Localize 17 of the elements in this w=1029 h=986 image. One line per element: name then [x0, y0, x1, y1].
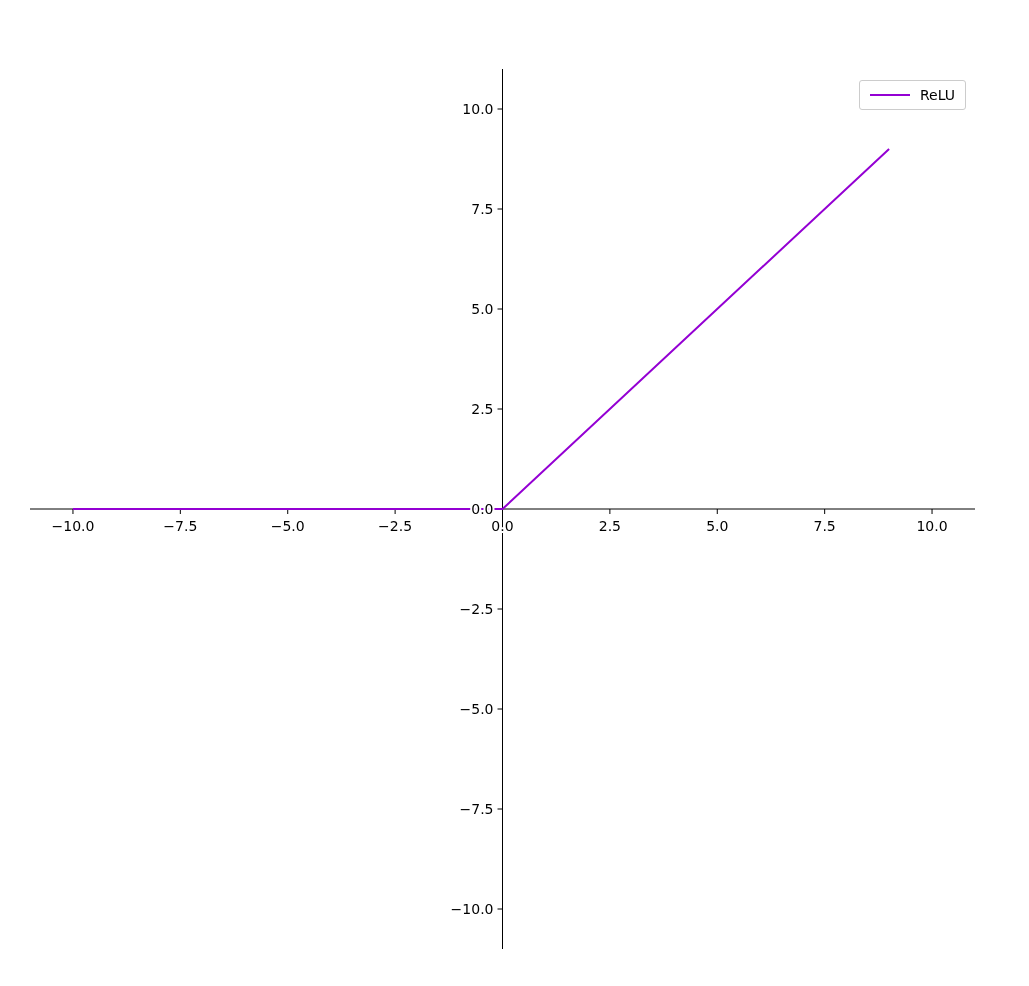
x-tick-label: −10.0	[51, 518, 95, 534]
x-tick-label: 7.5	[813, 518, 836, 534]
y-tick-label: −2.5	[459, 601, 494, 617]
y-tick-label: 2.5	[471, 401, 494, 417]
y-tick-label: 5.0	[471, 301, 494, 317]
x-tick-label: −2.5	[378, 518, 413, 534]
legend-label: ReLU	[919, 86, 955, 105]
x-tick-label: −5.0	[270, 518, 305, 534]
y-tick-label: −10.0	[450, 901, 494, 917]
x-tick-label: 5.0	[706, 518, 729, 534]
y-tick-label: 10.0	[462, 101, 494, 117]
x-tick-label: 10.0	[916, 518, 948, 534]
y-tick-label: −7.5	[459, 801, 494, 817]
x-tick-label: 2.5	[598, 518, 622, 534]
y-tick-label: 7.5	[471, 201, 494, 217]
x-tick-label: −7.5	[163, 518, 198, 534]
y-tick-label: −5.0	[459, 701, 494, 717]
